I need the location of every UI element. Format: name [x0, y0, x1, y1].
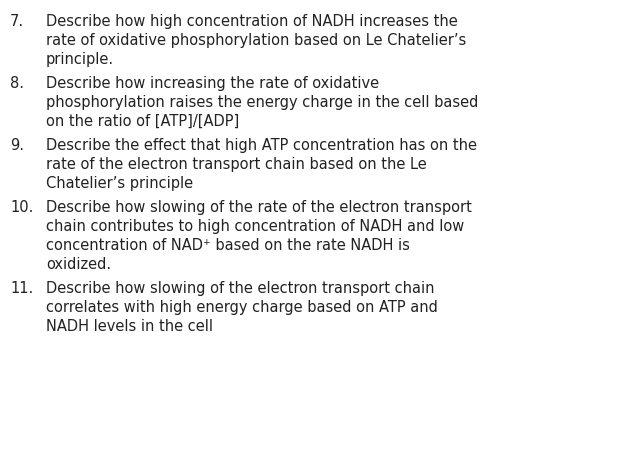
Text: 7.: 7.: [10, 14, 24, 29]
Text: 11.: 11.: [10, 281, 33, 296]
Text: Describe the effect that high ATP concentration has on the: Describe the effect that high ATP concen…: [46, 138, 477, 153]
Text: NADH levels in the cell: NADH levels in the cell: [46, 319, 213, 334]
Text: oxidized.: oxidized.: [46, 257, 111, 272]
Text: rate of the electron transport chain based on the Le: rate of the electron transport chain bas…: [46, 157, 427, 172]
Text: principle.: principle.: [46, 52, 114, 67]
Text: Describe how increasing the rate of oxidative: Describe how increasing the rate of oxid…: [46, 76, 379, 91]
Text: rate of oxidative phosphorylation based on Le Chatelier’s: rate of oxidative phosphorylation based …: [46, 33, 466, 48]
Text: concentration of NAD⁺ based on the rate NADH is: concentration of NAD⁺ based on the rate …: [46, 238, 410, 253]
Text: chain contributes to high concentration of NADH and low: chain contributes to high concentration …: [46, 219, 464, 234]
Text: phosphorylation raises the energy charge in the cell based: phosphorylation raises the energy charge…: [46, 95, 478, 110]
Text: Chatelier’s principle: Chatelier’s principle: [46, 176, 193, 191]
Text: Describe how slowing of the electron transport chain: Describe how slowing of the electron tra…: [46, 281, 435, 296]
Text: correlates with high energy charge based on ATP and: correlates with high energy charge based…: [46, 300, 438, 315]
Text: 9.: 9.: [10, 138, 24, 153]
Text: 10.: 10.: [10, 200, 33, 215]
Text: Describe how slowing of the rate of the electron transport: Describe how slowing of the rate of the …: [46, 200, 472, 215]
Text: 8.: 8.: [10, 76, 24, 91]
Text: Describe how high concentration of NADH increases the: Describe how high concentration of NADH …: [46, 14, 458, 29]
Text: on the ratio of [ATP]/[ADP]: on the ratio of [ATP]/[ADP]: [46, 114, 239, 129]
